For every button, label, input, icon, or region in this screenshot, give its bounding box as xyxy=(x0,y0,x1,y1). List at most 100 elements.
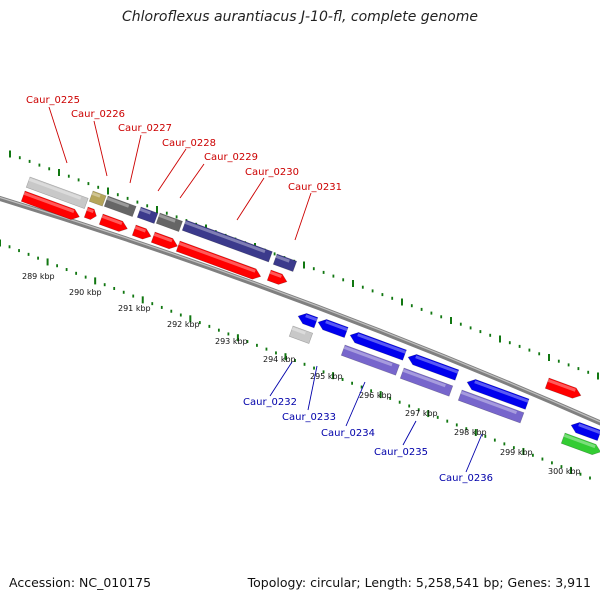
feature-red-6-shine xyxy=(178,241,256,273)
feature-caur-0226-shape xyxy=(88,190,107,207)
feature-blue-3-shine xyxy=(357,333,407,354)
gene-label-bottom: Caur_0232 xyxy=(243,397,297,408)
feature-caur-0227 xyxy=(103,195,137,218)
feature-blue-4 xyxy=(407,354,460,381)
gene-label-leader xyxy=(48,106,68,164)
feature-caur-0236-shape xyxy=(457,389,525,424)
gene-label-leader xyxy=(93,120,108,177)
outer-tick-ring xyxy=(9,150,599,380)
feature-caur-0236-shine xyxy=(460,390,518,415)
feature-green-1-shine xyxy=(563,433,596,449)
feature-blue-4-shine xyxy=(415,355,459,374)
feature-blue-2-shape xyxy=(317,319,349,339)
feature-green-1-shape xyxy=(560,432,600,456)
gene-label-leader xyxy=(236,177,265,221)
feature-red-1 xyxy=(20,190,80,220)
feature-blue-5-shape xyxy=(466,379,530,410)
feature-caur-0235-shape xyxy=(399,367,454,397)
feature-red-7 xyxy=(266,269,288,285)
tick-label: 293 kbp xyxy=(215,337,248,346)
feature-blue-5 xyxy=(466,379,530,410)
gene-label-leader xyxy=(465,433,483,473)
feature-caur-0230-shape xyxy=(181,219,273,263)
gene-label-bottom: Caur_0236 xyxy=(439,473,493,484)
feature-blue-6 xyxy=(570,422,600,442)
gene-label-top: Caur_0228 xyxy=(162,138,216,149)
gene-label-top: Caur_0230 xyxy=(245,167,299,178)
backbone-highlight xyxy=(0,196,600,423)
tick-label: 295 kbp xyxy=(310,372,343,381)
feature-red-8 xyxy=(544,377,582,399)
feature-caur-0226 xyxy=(88,190,107,207)
feature-caur-0234-shine xyxy=(343,345,393,367)
feature-red-6 xyxy=(175,240,262,280)
gene-label-bottom: Caur_0234 xyxy=(321,428,375,439)
feature-red-2-shape xyxy=(83,206,97,220)
inner-tick-ring xyxy=(0,239,591,480)
gene-label-top: Caur_0225 xyxy=(26,95,80,106)
tick-label: 300 kbp xyxy=(548,467,581,476)
feature-caur-0229-shine xyxy=(158,213,176,223)
gene-labels: Caur_0225 Caur_0226 Caur_0227 Caur_0228 Caur… xyxy=(26,95,493,484)
feature-blue-3 xyxy=(349,332,407,361)
feature-red-3 xyxy=(98,213,128,232)
feature-caur-0230 xyxy=(181,219,273,263)
feature-caur-0227-shine xyxy=(106,196,130,208)
feature-red-8-shape xyxy=(544,377,582,399)
gene-features xyxy=(20,176,600,456)
feature-blue-3-shape xyxy=(349,332,407,361)
feature-blue-1-shape xyxy=(297,313,319,329)
feature-caur-0229-shape xyxy=(155,212,183,232)
feature-blue-1 xyxy=(297,313,319,329)
tick-label: 290 kbp xyxy=(69,288,102,297)
feature-caur-0231 xyxy=(272,253,298,272)
accession-text: Accession: NC_010175 xyxy=(9,575,152,590)
feature-blue-1-shine xyxy=(305,314,318,322)
feature-caur-0228 xyxy=(136,206,159,224)
tick-label: 299 kbp xyxy=(500,448,533,457)
feature-red-1-shine xyxy=(23,191,75,214)
kbp-tick-labels: 289 kbp 290 kbp 291 kbp 292 kbp 293 kbp 294 k… xyxy=(22,272,581,476)
feature-caur-0234 xyxy=(340,344,400,376)
feature-red-3-shine xyxy=(101,214,123,225)
feature-caur-0229 xyxy=(155,212,183,232)
feature-caur-0235-shine xyxy=(402,368,446,388)
feature-blue-2-shine xyxy=(325,320,348,332)
feature-caur-0225 xyxy=(25,176,89,210)
tick-label: 289 kbp xyxy=(22,272,55,281)
feature-caur-0236 xyxy=(457,389,525,424)
feature-blue-6-shape xyxy=(570,422,600,442)
backbone-line xyxy=(0,195,600,426)
feature-caur-0226-shine xyxy=(91,191,101,198)
tick-label: 297 kbp xyxy=(405,409,438,418)
gene-label-top: Caur_0229 xyxy=(204,152,258,163)
feature-caur-0225-shine xyxy=(28,177,82,200)
feature-red-5-shine xyxy=(153,232,173,243)
feature-blue-2 xyxy=(317,319,349,339)
feature-caur-0230-shine xyxy=(184,220,266,254)
feature-red-1-shape xyxy=(20,190,80,220)
feature-red-4 xyxy=(131,224,152,240)
feature-red-7-shape xyxy=(266,269,288,285)
gene-label-leader xyxy=(269,361,293,397)
feature-red-5 xyxy=(150,231,178,250)
feature-red-3-shape xyxy=(98,213,128,232)
feature-caur-0234-shape xyxy=(340,344,400,376)
feature-red-2 xyxy=(83,206,97,220)
feature-caur-0232 xyxy=(288,325,314,344)
feature-blue-4-shape xyxy=(407,354,460,381)
tick-label: 294 kbp xyxy=(263,355,296,364)
feature-green-1 xyxy=(560,432,600,456)
feature-red-8-shine xyxy=(547,378,576,392)
gene-label-leader xyxy=(157,148,187,192)
gene-label-leader xyxy=(402,420,417,446)
feature-caur-0227-shape xyxy=(103,195,137,218)
feature-caur-0231-shape xyxy=(272,253,298,272)
feature-red-7-shine xyxy=(269,270,282,278)
feature-red-6-shape xyxy=(175,240,262,280)
gene-label-top: Caur_0226 xyxy=(71,109,125,120)
gene-label-top: Caur_0227 xyxy=(118,123,172,134)
tick-label: 296 kbp xyxy=(359,391,392,400)
feature-red-4-shine xyxy=(134,225,146,233)
